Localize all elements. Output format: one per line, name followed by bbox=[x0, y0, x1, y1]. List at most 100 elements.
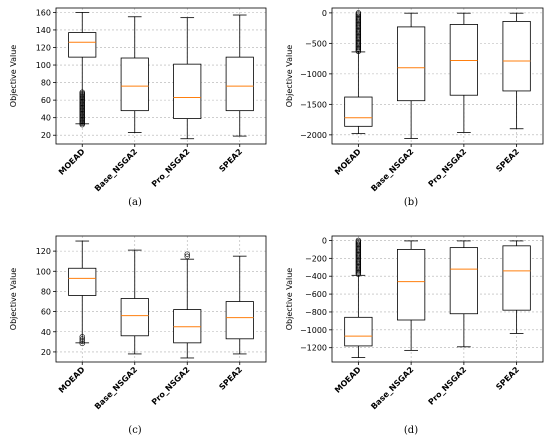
panel-a: 20 40 60 80 100 120 140 160 MOEAD Base_NSGA2 Pro_N… bbox=[9, 7, 267, 208]
box-iqr bbox=[449, 247, 478, 315]
y-tick-label: −800 bbox=[305, 308, 327, 317]
outlier-point bbox=[184, 251, 190, 257]
plot-frame bbox=[55, 235, 267, 363]
x-category-label: MOEAD bbox=[57, 147, 87, 177]
x-category-label: MOEAD bbox=[333, 147, 363, 177]
y-tick-label: 100 bbox=[36, 267, 51, 276]
box-base-nsga2 bbox=[120, 249, 149, 355]
y-tick-label: 0 bbox=[322, 9, 327, 18]
y-tick-label: 60 bbox=[41, 96, 51, 105]
outlier-point bbox=[79, 334, 85, 340]
outlier-point bbox=[79, 336, 85, 342]
box-iqr bbox=[173, 63, 202, 119]
box-iqr bbox=[397, 26, 426, 102]
x-category-label: SPEA2 bbox=[494, 365, 521, 392]
y-tick-label: −1500 bbox=[300, 100, 327, 109]
box-iqr bbox=[225, 301, 254, 340]
outlier-point bbox=[184, 253, 190, 260]
y-tick-label: 160 bbox=[36, 8, 51, 17]
y-tick-label: 140 bbox=[36, 26, 51, 35]
y-tick-label: −600 bbox=[305, 290, 327, 299]
x-category-label: SPEA2 bbox=[494, 147, 521, 174]
x-category-label: Base_NSGA2 bbox=[93, 147, 139, 193]
box-iqr bbox=[68, 32, 97, 58]
x-category-label: Pro_NSGA2 bbox=[150, 365, 192, 407]
panel-d: −1200 −1000 −800 −600 −400 −200 0 MOEAD Base_NSG… bbox=[285, 235, 544, 436]
y-tick-label: 0 bbox=[322, 236, 327, 245]
y-tick-label: −1200 bbox=[300, 344, 327, 353]
y-tick-label: 20 bbox=[41, 131, 51, 140]
box-iqr bbox=[344, 96, 373, 127]
box-pro-nsga2 bbox=[449, 240, 478, 348]
y-tick-label: 40 bbox=[41, 328, 51, 337]
y-axis-title: Objective Value bbox=[285, 268, 294, 331]
x-category-label: MOEAD bbox=[57, 365, 87, 395]
box-iqr bbox=[173, 309, 202, 344]
box-iqr bbox=[344, 316, 373, 347]
x-category-label: Pro_NSGA2 bbox=[427, 365, 469, 407]
box-base-nsga2 bbox=[120, 16, 149, 133]
y-tick-label: 120 bbox=[36, 43, 51, 52]
box-moead bbox=[68, 240, 97, 347]
panel-caption: (b) bbox=[404, 197, 418, 208]
plot-frame bbox=[331, 7, 544, 145]
box-iqr bbox=[120, 57, 149, 112]
y-tick-label: 120 bbox=[36, 247, 51, 256]
y-axis-title: Objective Value bbox=[285, 45, 294, 108]
box-pro-nsga2 bbox=[173, 251, 202, 359]
outlier-point bbox=[79, 121, 85, 128]
x-category-label: Pro_NSGA2 bbox=[427, 147, 469, 189]
y-tick-label: 80 bbox=[41, 287, 51, 296]
box-moead bbox=[344, 10, 373, 135]
panel-c: 20 40 60 80 100 120 MOEAD Base_NSGA2 Pro_NSGA2 SP… bbox=[9, 235, 267, 436]
box-spea2 bbox=[502, 12, 531, 130]
y-tick-label: −1000 bbox=[300, 70, 327, 79]
box-iqr bbox=[225, 56, 254, 112]
y-tick-label: −500 bbox=[305, 39, 327, 48]
box-iqr bbox=[502, 245, 531, 311]
y-axis-title: Objective Value bbox=[9, 268, 18, 331]
panel-caption: (d) bbox=[404, 425, 418, 436]
box-spea2 bbox=[225, 255, 254, 355]
x-category-label: Base_NSGA2 bbox=[93, 365, 139, 411]
y-tick-label: −1000 bbox=[300, 326, 327, 335]
x-category-label: Pro_NSGA2 bbox=[150, 147, 192, 189]
outlier-point bbox=[355, 271, 362, 277]
x-category-label: Base_NSGA2 bbox=[369, 365, 415, 411]
y-tick-label: −2000 bbox=[300, 131, 327, 140]
box-moead bbox=[344, 237, 373, 358]
y-tick-label: 100 bbox=[36, 61, 51, 70]
plot-frame bbox=[331, 235, 544, 363]
y-tick-label: 80 bbox=[41, 79, 51, 88]
outlier-point bbox=[355, 48, 362, 54]
y-tick-label: 60 bbox=[41, 308, 51, 317]
box-moead bbox=[68, 11, 97, 128]
outlier-point bbox=[79, 340, 85, 347]
x-category-label: SPEA2 bbox=[217, 147, 244, 174]
y-tick-label: 20 bbox=[41, 348, 51, 357]
panel-b: −2000 −1500 −1000 −500 0 MOEAD Base_NSGA2 Pro_N… bbox=[285, 7, 544, 208]
box-base-nsga2 bbox=[397, 12, 426, 139]
x-category-label: SPEA2 bbox=[217, 365, 244, 392]
x-category-label: Base_NSGA2 bbox=[369, 147, 415, 193]
box-pro-nsga2 bbox=[173, 17, 202, 140]
box-iqr bbox=[68, 267, 97, 296]
box-spea2 bbox=[502, 240, 531, 334]
box-iqr bbox=[449, 24, 478, 96]
box-iqr bbox=[502, 21, 531, 92]
box-iqr bbox=[397, 249, 426, 321]
y-tick-label: −400 bbox=[305, 272, 327, 281]
box-pro-nsga2 bbox=[449, 12, 478, 133]
panel-caption: (a) bbox=[128, 197, 142, 208]
box-iqr bbox=[120, 298, 149, 337]
box-base-nsga2 bbox=[397, 240, 426, 351]
plot-frame bbox=[55, 7, 267, 145]
y-axis-title: Objective Value bbox=[9, 45, 18, 108]
outlier-point bbox=[79, 338, 85, 344]
y-tick-label: 40 bbox=[41, 114, 51, 123]
x-category-label: MOEAD bbox=[333, 365, 363, 395]
panel-caption: (c) bbox=[128, 425, 142, 436]
box-spea2 bbox=[225, 14, 254, 137]
y-tick-label: −200 bbox=[305, 254, 327, 263]
